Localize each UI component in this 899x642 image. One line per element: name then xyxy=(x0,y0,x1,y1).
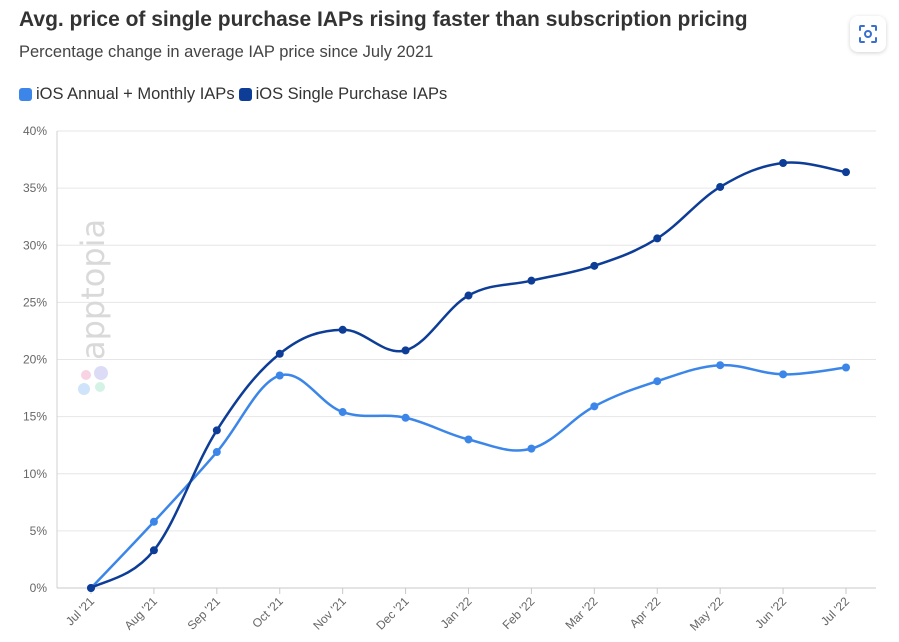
data-point-annual-monthly[interactable] xyxy=(464,435,473,444)
watermark-dot-lavender xyxy=(94,366,108,380)
x-tick-label: Mar '22 xyxy=(563,594,601,632)
x-tick-label: Jun '22 xyxy=(752,594,789,631)
data-point-annual-monthly[interactable] xyxy=(527,444,536,453)
watermark-dot-mint xyxy=(95,382,105,392)
x-tick-label: Aug '21 xyxy=(122,594,161,633)
legend-swatch-annual-monthly xyxy=(19,88,32,101)
x-tick-label: Nov '21 xyxy=(310,594,349,633)
data-point-annual-monthly[interactable] xyxy=(275,371,284,380)
data-point-single-purchase[interactable] xyxy=(338,325,347,334)
series-line-single-purchase xyxy=(90,161,847,590)
data-point-single-purchase[interactable] xyxy=(527,276,536,285)
expand-button[interactable] xyxy=(850,16,886,52)
data-point-annual-monthly[interactable] xyxy=(653,377,662,386)
legend-swatch-single-purchase xyxy=(238,88,252,101)
y-axis-ticks: 0% 5% 10% 15% 20% 25% 30% 35% 40% xyxy=(23,124,47,595)
x-tick-label: Jul '21 xyxy=(63,594,97,628)
series-line-annual-monthly xyxy=(90,363,847,589)
data-point-single-purchase[interactable] xyxy=(401,346,410,355)
data-point-single-purchase[interactable] xyxy=(779,158,788,167)
legend-item-single-purchase[interactable]: iOS Single Purchase IAPs xyxy=(238,85,448,104)
data-point-single-purchase[interactable] xyxy=(842,168,850,177)
data-point-annual-monthly[interactable] xyxy=(149,517,158,526)
data-point-single-purchase[interactable] xyxy=(87,584,95,592)
x-tick-label: Jul '22 xyxy=(818,594,852,628)
data-point-annual-monthly[interactable] xyxy=(842,363,850,372)
data-point-single-purchase[interactable] xyxy=(716,182,725,191)
data-point-annual-monthly[interactable] xyxy=(716,361,725,370)
data-point-single-purchase[interactable] xyxy=(590,261,599,270)
data-point-single-purchase[interactable] xyxy=(149,546,158,555)
y-tick-label: 25% xyxy=(23,295,47,309)
apptopia-watermark: apptopia xyxy=(74,219,112,395)
data-point-single-purchase[interactable] xyxy=(464,291,473,300)
legend-label-single-purchase: iOS Single Purchase IAPs xyxy=(255,85,448,103)
watermark-text: apptopia xyxy=(74,219,112,360)
legend-item-annual-monthly[interactable]: iOS Annual + Monthly IAPs xyxy=(19,85,235,104)
data-point-single-purchase[interactable] xyxy=(212,426,221,435)
y-tick-label: 0% xyxy=(30,581,48,595)
x-axis-ticks: Jul '21 Aug '21 Sep '21 Oct '21 Nov '21 Dec '… xyxy=(63,594,852,634)
data-point-annual-monthly[interactable] xyxy=(212,448,221,457)
data-point-annual-monthly[interactable] xyxy=(401,413,410,422)
legend-label-annual-monthly: iOS Annual + Monthly IAPs xyxy=(36,85,235,103)
y-tick-label: 30% xyxy=(23,238,47,252)
y-tick-label: 15% xyxy=(23,410,47,424)
y-tick-label: 35% xyxy=(23,181,47,195)
axes xyxy=(56,131,876,594)
x-tick-label: Sep '21 xyxy=(185,594,224,633)
chart-subtitle: Percentage change in average IAP price s… xyxy=(19,43,434,61)
x-tick-label: Feb '22 xyxy=(500,594,538,632)
scan-expand-icon xyxy=(859,25,877,43)
data-point-annual-monthly[interactable] xyxy=(590,402,599,411)
grid xyxy=(57,130,876,589)
watermark-dot-blue xyxy=(78,383,90,395)
data-point-annual-monthly[interactable] xyxy=(779,370,788,379)
x-tick-label: May '22 xyxy=(687,594,727,634)
watermark-dot-pink xyxy=(81,370,91,380)
chart-title: Avg. price of single purchase IAPs risin… xyxy=(19,8,748,31)
y-tick-label: 40% xyxy=(23,124,47,138)
y-tick-label: 10% xyxy=(23,467,47,481)
x-tick-label: Oct '21 xyxy=(249,594,286,631)
y-tick-label: 5% xyxy=(30,524,48,538)
x-tick-label: Dec '21 xyxy=(373,594,412,633)
x-tick-label: Jan '22 xyxy=(438,594,475,631)
x-tick-label: Apr '22 xyxy=(627,594,664,631)
y-tick-label: 20% xyxy=(23,353,47,367)
series xyxy=(87,158,850,592)
data-point-annual-monthly[interactable] xyxy=(338,408,347,417)
data-point-single-purchase[interactable] xyxy=(653,234,662,243)
legend: iOS Annual + Monthly IAPs iOS Single Pur… xyxy=(19,85,451,104)
data-point-single-purchase[interactable] xyxy=(275,349,284,358)
